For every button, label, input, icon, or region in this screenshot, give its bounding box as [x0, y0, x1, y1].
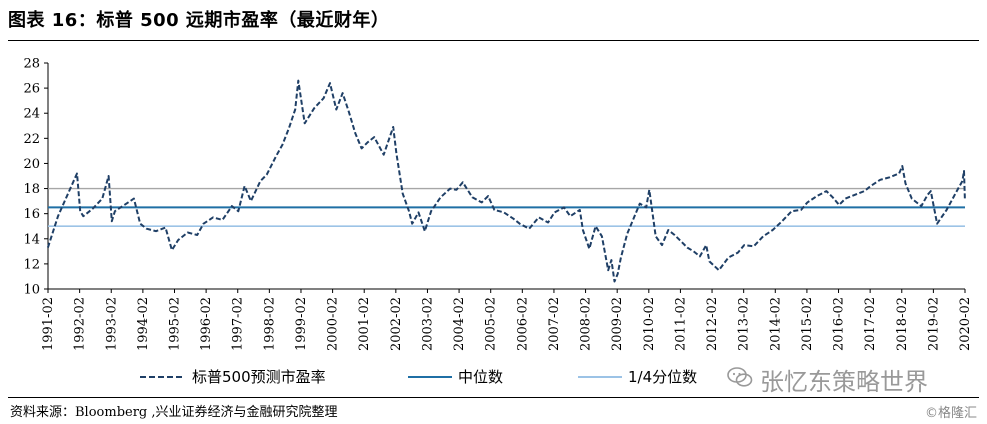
credit-text: ©格隆汇	[924, 406, 977, 421]
source-divider	[8, 397, 979, 398]
x-tick-label: 2007-02	[547, 297, 562, 351]
source-note: 资料来源：Bloomberg ,兴业证券经济与金融研究院整理	[10, 405, 338, 420]
x-tick-label: 2019-02	[926, 297, 941, 351]
y-axis-ticks: 10 12 14 16 18 20 22 24 26 28	[23, 57, 48, 298]
watermark-text: 张忆东策略世界	[760, 368, 928, 396]
y-tick-label: 14	[23, 232, 40, 247]
title-divider	[8, 40, 979, 41]
chart-title: 图表 16：标普 500 远期市盈率（最近财年）	[8, 10, 390, 31]
x-tick-label: 2012-02	[705, 297, 720, 351]
x-tick-label: 2014-02	[768, 297, 783, 351]
x-tick-label: 2008-02	[579, 297, 594, 351]
x-axis-ticks: 1991-02 1992-02 1993-02 1994-02 1995-02 1996-…	[41, 289, 973, 351]
x-tick-label: 1999-02	[294, 297, 309, 351]
x-tick-label: 2015-02	[800, 297, 815, 351]
x-tick-label: 2005-02	[484, 297, 499, 351]
x-tick-label: 2016-02	[832, 297, 847, 351]
y-tick-label: 10	[23, 283, 40, 298]
reference-lines	[48, 187, 965, 228]
y-tick-label: 24	[23, 107, 40, 122]
x-tick-label: 2003-02	[420, 297, 435, 351]
legend-label: 中位数	[458, 368, 503, 386]
x-tick-label: 1995-02	[167, 297, 182, 351]
x-tick-label: 1991-02	[41, 297, 56, 351]
chart-legend: 标普500预测市盈率 中位数 1/4分位数	[140, 368, 697, 386]
y-tick-label: 18	[23, 182, 40, 197]
x-tick-label: 2017-02	[863, 297, 878, 351]
legend-label: 1/4分位数	[628, 368, 697, 386]
pe-ratio-series-line	[46, 79, 966, 283]
x-tick-label: 2001-02	[357, 297, 372, 351]
x-tick-label: 1993-02	[104, 297, 119, 351]
x-tick-label: 1992-02	[73, 297, 88, 351]
x-tick-label: 1997-02	[231, 297, 246, 351]
y-tick-label: 12	[23, 257, 40, 272]
x-tick-label: 2009-02	[610, 297, 625, 351]
x-tick-label: 1996-02	[199, 297, 214, 351]
x-tick-label: 1994-02	[136, 297, 151, 351]
y-tick-label: 28	[23, 57, 40, 72]
pe-ratio-chart: 10 12 14 16 18 20 22 24 26 28 1991-02 1992-02 1993-…	[23, 57, 973, 387]
x-tick-label: 2000-02	[326, 297, 341, 351]
x-tick-label: 2002-02	[389, 297, 404, 351]
x-tick-label: 2020-02	[958, 297, 973, 351]
x-tick-label: 1998-02	[262, 297, 277, 351]
chart-axes	[47, 63, 965, 290]
x-tick-label: 2011-02	[673, 297, 688, 351]
wechat-icon	[727, 367, 753, 387]
x-tick-label: 2010-02	[642, 297, 657, 351]
y-tick-label: 20	[23, 157, 40, 172]
legend-label: 标普500预测市盈率	[192, 368, 326, 386]
x-tick-label: 2013-02	[737, 297, 752, 351]
x-tick-label: 2006-02	[515, 297, 530, 351]
x-tick-label: 2004-02	[452, 297, 467, 351]
y-tick-label: 16	[23, 207, 40, 222]
series-layer	[46, 79, 966, 283]
y-tick-label: 26	[23, 82, 40, 97]
y-tick-label: 22	[23, 132, 40, 147]
x-tick-label: 2018-02	[895, 297, 910, 351]
